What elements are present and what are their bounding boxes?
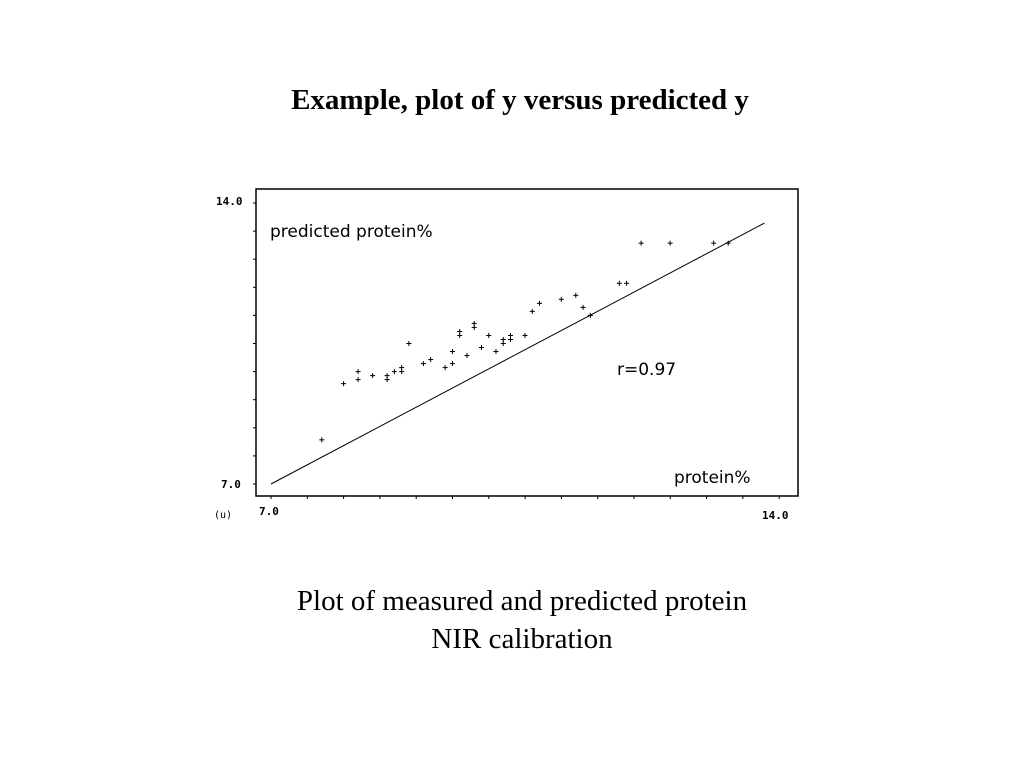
- data-point: [522, 332, 528, 338]
- data-point: [355, 377, 361, 383]
- data-point: [449, 361, 455, 367]
- data-point: [711, 240, 717, 246]
- plot-border: [255, 188, 799, 497]
- data-points: [319, 240, 731, 443]
- data-point: [341, 381, 347, 387]
- plot-frame: [255, 188, 799, 497]
- x-tick-label-right: 14.0: [762, 509, 789, 522]
- slide-caption: Plot of measured and predicted protein N…: [0, 582, 1024, 658]
- fit-line: [270, 222, 765, 485]
- data-point: [428, 357, 434, 363]
- data-point: [529, 308, 535, 314]
- slide-title: Example, plot of y versus predicted y: [291, 84, 749, 116]
- data-point: [420, 361, 426, 367]
- data-point: [449, 349, 455, 355]
- data-point: [478, 345, 484, 351]
- data-point: [507, 332, 513, 338]
- data-point: [399, 369, 405, 375]
- axis-ticks: [253, 202, 780, 499]
- data-point: [667, 240, 673, 246]
- data-point: [580, 304, 586, 310]
- data-point: [500, 336, 506, 342]
- correlation-annotation: r=0.97: [617, 360, 676, 380]
- data-point: [464, 353, 470, 359]
- data-point: [616, 280, 622, 286]
- data-point: [725, 240, 731, 246]
- data-point: [587, 312, 593, 318]
- data-point: [624, 280, 630, 286]
- caption-line-1: Plot of measured and predicted protein: [296, 585, 748, 617]
- y-tick-label-top: 14.0: [216, 195, 243, 208]
- data-point: [355, 369, 361, 375]
- data-point: [638, 240, 644, 246]
- data-point: [457, 328, 463, 334]
- data-point: [384, 373, 390, 379]
- caption-line-2: NIR calibration: [431, 623, 613, 655]
- data-point: [493, 349, 499, 355]
- corner-label: (u): [214, 510, 232, 521]
- fit-line-group: [270, 222, 765, 485]
- y-axis-label: predicted protein%: [270, 222, 433, 242]
- data-point: [471, 320, 477, 326]
- data-point: [391, 369, 397, 375]
- data-point: [406, 341, 412, 346]
- y-tick-label-bottom: 7.0: [221, 478, 241, 491]
- data-point: [537, 300, 543, 306]
- chart-labels: 14.0 7.0 7.0 14.0 (u) predicted protein% prote…: [214, 195, 789, 522]
- data-point: [319, 437, 325, 443]
- x-axis-label: protein%: [674, 468, 751, 488]
- x-tick-label-left: 7.0: [259, 505, 279, 518]
- data-point: [370, 373, 376, 379]
- data-point: [573, 292, 579, 298]
- data-point: [558, 296, 564, 302]
- data-point: [442, 365, 448, 371]
- data-point: [486, 332, 492, 338]
